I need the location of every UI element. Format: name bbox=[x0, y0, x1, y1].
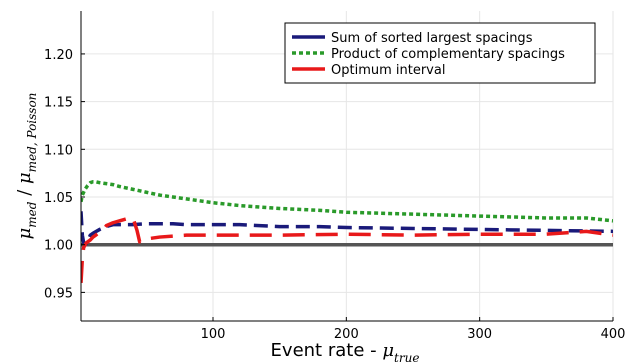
y-tick-label: 1.15 bbox=[44, 96, 73, 111]
tick-labels: 100 200 300 400 0.95 1.00 1.05 1.10 1.15 1.20 bbox=[44, 48, 625, 342]
series-line bbox=[81, 216, 613, 283]
y-tick-label: 0.95 bbox=[44, 286, 73, 301]
y-tick-label: 1.20 bbox=[44, 48, 73, 63]
legend-label: Product of complementary spacings bbox=[331, 47, 565, 62]
y-tick-label: 1.05 bbox=[44, 191, 73, 206]
legend-label: Sum of sorted largest spacings bbox=[331, 31, 533, 46]
series-line bbox=[81, 179, 613, 223]
x-axis-title: Event rate - μtrue bbox=[271, 340, 420, 362]
y-axis-title: μmed / μmed, Poisson bbox=[14, 93, 39, 240]
series-lines bbox=[81, 179, 613, 283]
x-tick-label: 100 bbox=[201, 327, 226, 342]
x-tick-label: 300 bbox=[467, 327, 492, 342]
axes bbox=[80, 11, 614, 322]
legend-label: Optimum interval bbox=[331, 63, 445, 78]
series-line bbox=[81, 211, 613, 246]
x-tick-label: 400 bbox=[601, 327, 626, 342]
legend-box bbox=[284, 22, 596, 84]
y-tick-label: 1.10 bbox=[44, 143, 73, 158]
y-axis-title-group: μmed / μmed, Poisson bbox=[14, 93, 39, 240]
axis-titles: Event rate - μtrue μmed / μmed, Poisson bbox=[14, 93, 419, 362]
x-tick-label: 200 bbox=[334, 327, 359, 342]
y-tick-label: 1.00 bbox=[44, 239, 73, 254]
